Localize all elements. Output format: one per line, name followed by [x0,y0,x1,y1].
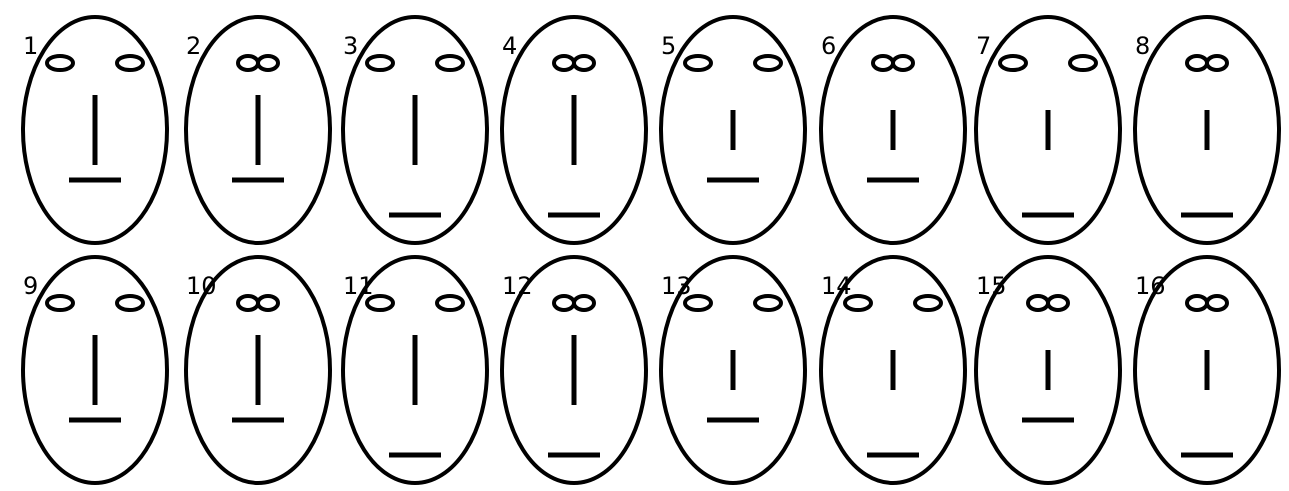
face-number-label: 2 [186,32,201,60]
face-number-label: 12 [502,272,533,300]
right-eye [572,54,596,72]
face-2: 2 [184,15,332,245]
face-number-label: 7 [976,32,991,60]
face-13: 13 [659,255,807,485]
right-eye [1046,294,1070,312]
face-number-label: 6 [821,32,836,60]
right-eye [256,54,280,72]
face-11: 11 [341,255,489,485]
left-eye [843,294,873,312]
face-4: 4 [500,15,648,245]
left-eye [45,54,75,72]
right-eye [115,294,145,312]
right-eye [572,294,596,312]
right-eye [256,294,280,312]
face-5: 5 [659,15,807,245]
right-eye [1205,294,1229,312]
face-number-label: 15 [976,272,1007,300]
right-eye [435,294,465,312]
left-eye [45,294,75,312]
face-number-label: 1 [23,32,38,60]
face-16: 16 [1133,255,1281,485]
right-eye [753,294,783,312]
right-eye [1068,54,1098,72]
face-8: 8 [1133,15,1281,245]
right-eye [115,54,145,72]
face-number-label: 5 [661,32,676,60]
face-number-label: 9 [23,272,38,300]
right-eye [913,294,943,312]
face-number-label: 14 [821,272,852,300]
face-14: 14 [819,255,967,485]
face-number-label: 8 [1135,32,1150,60]
left-eye [683,54,713,72]
right-eye [435,54,465,72]
face-9: 9 [21,255,169,485]
face-number-label: 16 [1135,272,1166,300]
face-number-label: 11 [343,272,374,300]
face-number-label: 10 [186,272,217,300]
right-eye [1205,54,1229,72]
face-number-label: 4 [502,32,517,60]
face-12: 12 [500,255,648,485]
face-1: 1 [21,15,169,245]
left-eye [365,294,395,312]
face-7: 7 [974,15,1122,245]
face-3: 3 [341,15,489,245]
face-number-label: 3 [343,32,358,60]
left-eye [365,54,395,72]
face-number-label: 13 [661,272,692,300]
right-eye [753,54,783,72]
left-eye [683,294,713,312]
face-15: 15 [974,255,1122,485]
face-6: 6 [819,15,967,245]
left-eye [998,54,1028,72]
face-10: 10 [184,255,332,485]
right-eye [891,54,915,72]
